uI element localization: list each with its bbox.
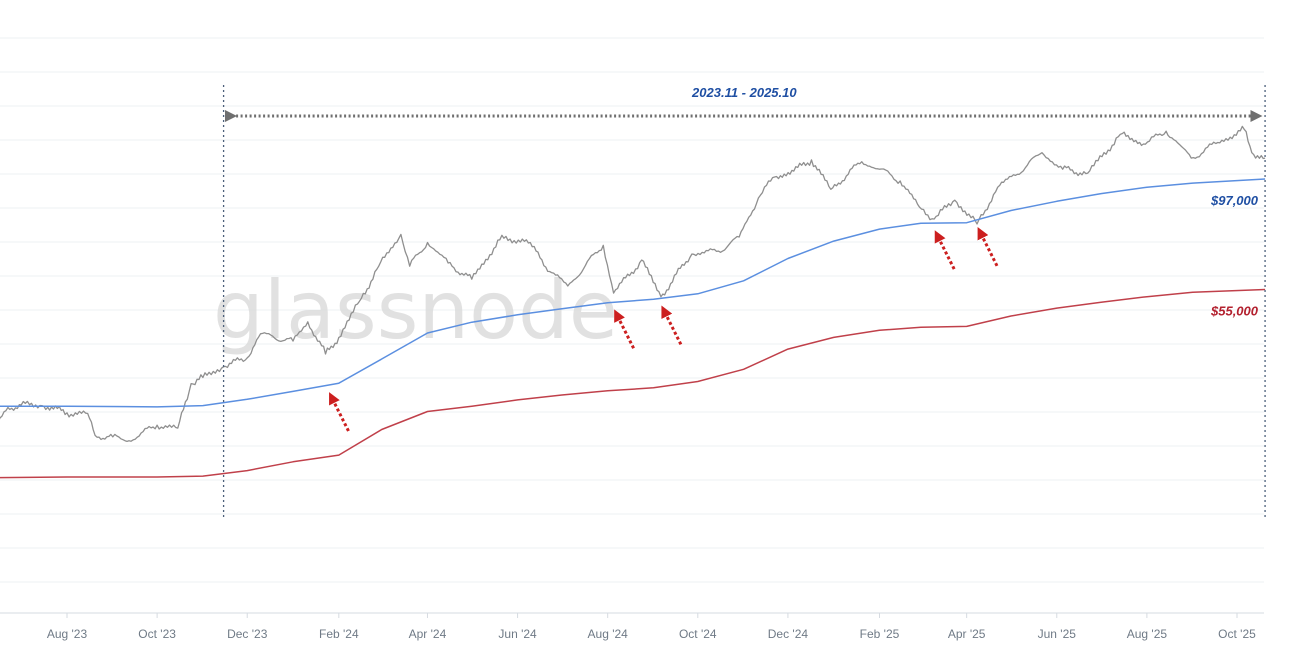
x-tick-label: Apr '24: [409, 627, 447, 641]
x-tick-label: Oct '25: [1218, 627, 1256, 641]
x-tick-label: Apr '25: [948, 627, 986, 641]
x-tick-label: Dec '24: [768, 627, 809, 641]
support-arrow: [934, 230, 956, 270]
grid-lines: [0, 37, 1264, 583]
annotations: 2023.11 - 2025.10 $97,000 $55,000: [222, 85, 1266, 520]
x-tick-label: Aug '24: [588, 627, 629, 641]
x-tick-label: Feb '25: [860, 627, 900, 641]
series-lines: [0, 125, 1266, 479]
support-arrow: [614, 309, 635, 349]
x-tick-label: Feb '24: [319, 627, 359, 641]
x-tick-label: Aug '23: [47, 627, 88, 641]
x-tick-label: Jun '24: [498, 627, 537, 641]
x-tick-label: Jun '25: [1038, 627, 1077, 641]
period-label: 2023.11 - 2025.10: [691, 85, 797, 100]
series-red-line: [0, 288, 1266, 479]
x-tick-label: Dec '23: [227, 627, 268, 641]
support-arrow: [977, 227, 999, 267]
x-tick-label: Oct '24: [679, 627, 717, 641]
series-blue-line: [0, 178, 1266, 408]
x-axis: Aug '23 Oct '23 Dec '23 Feb '24 Apr '24 Jun '…: [0, 612, 1264, 641]
red-line-value-label: $55,000: [1210, 303, 1259, 318]
series-price: [0, 125, 1266, 443]
support-arrow: [661, 305, 683, 346]
x-tick-label: Aug '25: [1127, 627, 1168, 641]
watermark: glassnode: [213, 264, 618, 357]
x-tick-label: Oct '23: [138, 627, 176, 641]
blue-line-value-label: $97,000: [1210, 193, 1259, 208]
support-arrow: [329, 392, 350, 432]
